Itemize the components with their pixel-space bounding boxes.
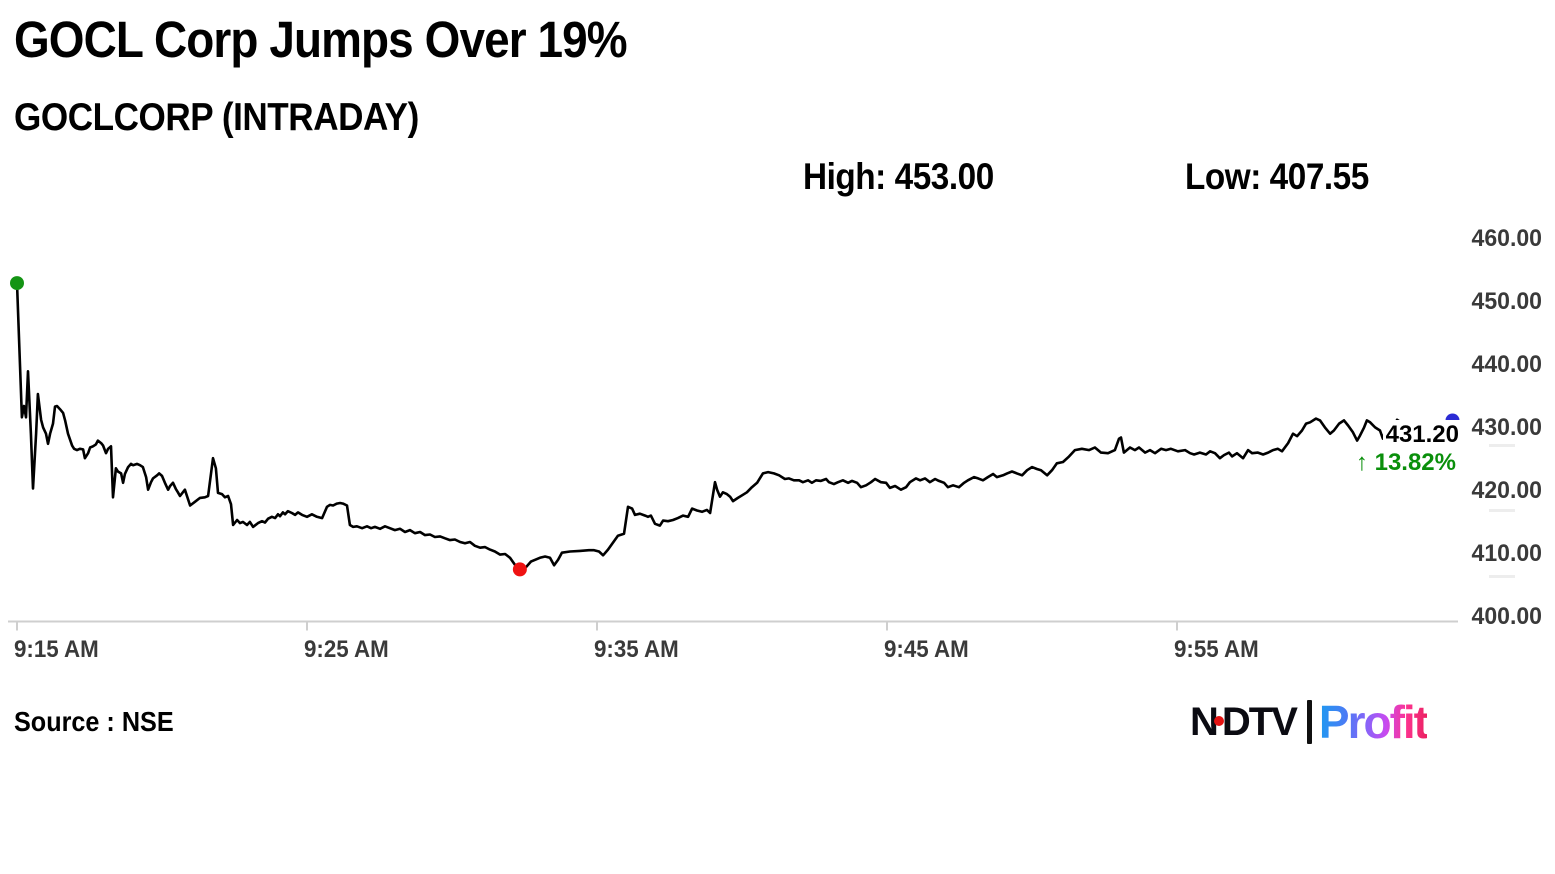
- last-price-label: 431.20: [1382, 420, 1460, 450]
- x-axis-label: 9:25 AM: [304, 636, 389, 663]
- page-title: GOCL Corp Jumps Over 19%: [14, 11, 628, 68]
- ndtv-profit-logo: N DTV Profit: [1190, 696, 1429, 748]
- x-axis-label: 9:45 AM: [884, 636, 969, 663]
- chart-subtitle: GOCLCORP (INTRADAY): [14, 96, 419, 139]
- y-axis-label: 430.00: [1471, 414, 1542, 441]
- y-axis-label: 420.00: [1471, 477, 1542, 504]
- ndtv-red-dot-icon: [1213, 715, 1224, 726]
- ndtv-letter-n: N: [1190, 699, 1219, 744]
- x-axis-label: 9:35 AM: [594, 636, 679, 663]
- low-value-label: Low: 407.55: [1185, 156, 1369, 197]
- y-axis-label: 400.00: [1471, 603, 1542, 630]
- gridline-stub: [1489, 575, 1515, 578]
- y-axis-label: 440.00: [1471, 351, 1542, 378]
- y-axis-label: 410.00: [1471, 540, 1542, 567]
- low-marker-dot: [512, 562, 527, 577]
- high-value-label: High: 453.00: [803, 156, 994, 197]
- ndtv-letters-dtv: DTV: [1221, 699, 1298, 744]
- gridline-stub: [1489, 509, 1515, 512]
- gridline-stub: [1489, 444, 1515, 447]
- logo-separator-bar: [1306, 700, 1312, 744]
- price-change-label: ↑ 13.82%: [1353, 449, 1458, 477]
- x-axis-label: 9:15 AM: [14, 636, 99, 663]
- y-axis-label: 450.00: [1471, 288, 1542, 315]
- open-marker-dot: [10, 276, 24, 291]
- profit-wordmark: Profit: [1318, 696, 1429, 748]
- ndtv-wordmark: N DTV: [1190, 699, 1298, 745]
- y-axis-label: 460.00: [1471, 225, 1542, 252]
- source-attribution: Source : NSE: [14, 706, 174, 737]
- x-axis-label: 9:55 AM: [1174, 636, 1259, 663]
- price-line: [15, 281, 1454, 571]
